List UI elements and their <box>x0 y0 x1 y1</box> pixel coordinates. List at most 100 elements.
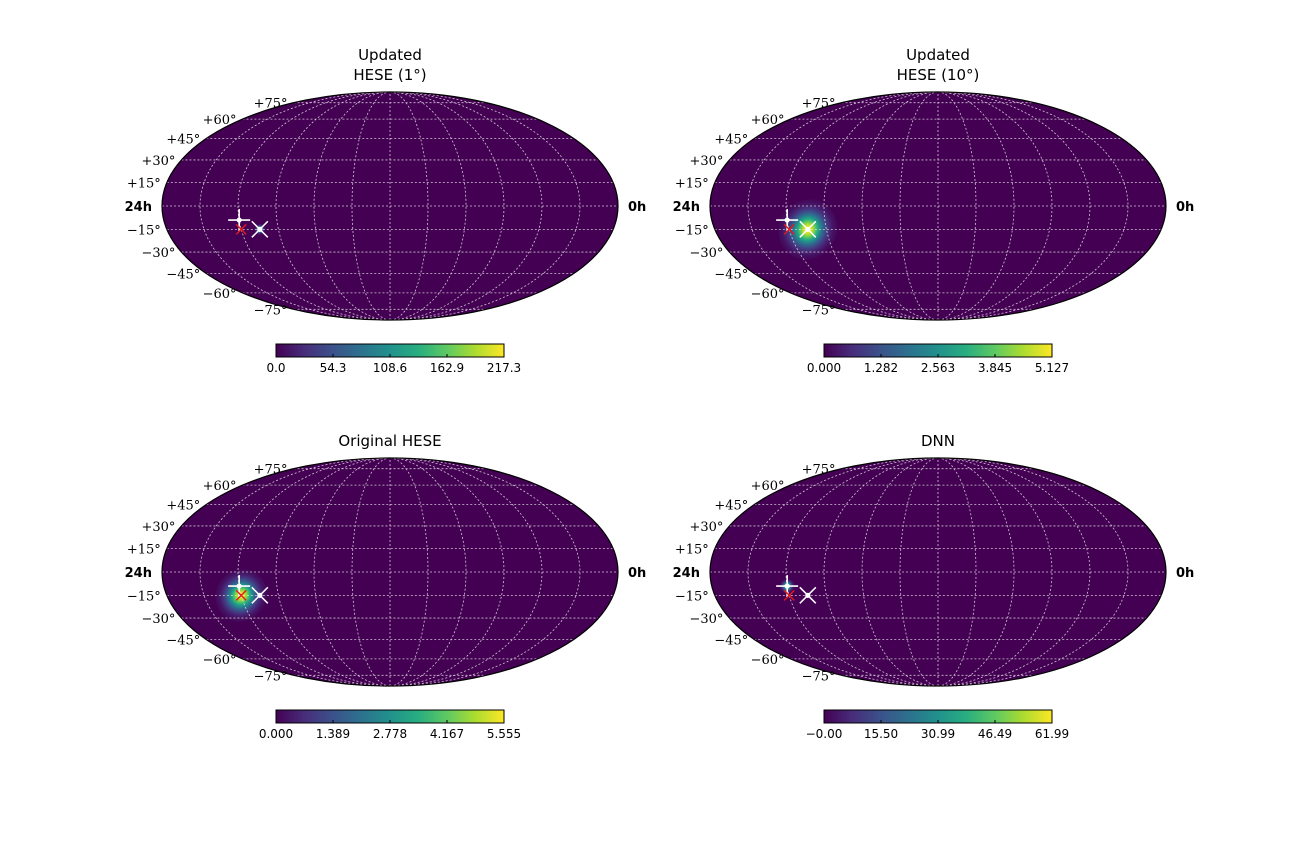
graticule <box>162 458 618 686</box>
colorbar-tick-label: 0.0 <box>266 361 285 375</box>
latitude-label: +60° <box>751 113 785 128</box>
latitude-label: −30° <box>141 246 175 261</box>
panel-title: HESE (1°) <box>353 66 426 84</box>
latitude-label: −75° <box>802 303 836 318</box>
red-x-marker <box>235 223 247 235</box>
hour-label-left: 24h <box>673 566 700 581</box>
latitude-label: +45° <box>166 499 200 514</box>
hour-label-right: 0h <box>628 566 646 581</box>
latitude-label: +30° <box>141 520 175 535</box>
latitude-label: +15° <box>675 543 709 558</box>
latitude-label: +15° <box>127 177 161 192</box>
latitude-label: +30° <box>141 154 175 169</box>
skymap-panel: DNN +75° +60°+45° +30° +15° −15° −30° −45°−60° −… <box>673 432 1195 741</box>
sky-outline <box>709 457 1167 687</box>
red-x-marker <box>783 589 795 601</box>
colorbar-tick-label: 1.389 <box>316 727 350 741</box>
meridian-line <box>389 458 581 686</box>
white-x-marker <box>251 220 269 238</box>
hour-label-right: 0h <box>628 200 646 215</box>
colorbar-tick-label: 108.6 <box>373 361 407 375</box>
latitude-label: −60° <box>751 653 785 668</box>
hour-label-right: 0h <box>1176 200 1194 215</box>
colorbar-tick-label: 30.99 <box>921 727 955 741</box>
white-x-marker <box>799 220 817 238</box>
latitude-label: −75° <box>254 669 288 684</box>
colorbar-tick-label: 15.50 <box>864 727 898 741</box>
latitude-label: −75° <box>802 669 836 684</box>
colorbar: 0.0 54.3 108.6 162.9 217.3 <box>266 343 521 375</box>
latitude-label: +30° <box>689 154 723 169</box>
sky-outline <box>161 91 619 321</box>
latitude-label: +15° <box>127 543 161 558</box>
colorbar-tick-label: 5.127 <box>1035 361 1069 375</box>
latitude-label: −45° <box>714 634 748 649</box>
graticule <box>162 92 618 320</box>
latitude-label: +75° <box>802 463 836 478</box>
white-x-marker <box>251 586 269 604</box>
colorbar-tick-label: 5.555 <box>487 727 521 741</box>
latitude-label: −15° <box>127 223 161 238</box>
skymap-panel: Original HESE +75° +60°+45° +30° +15° −15° −30… <box>125 432 647 741</box>
colorbar-tick-label: 0.000 <box>807 361 841 375</box>
panel-title: DNN <box>921 432 955 450</box>
meridian-line <box>937 458 1129 686</box>
skymap-panel: Updated HESE (1°) +75° +60°+45° +30° +15° −15°… <box>125 46 647 375</box>
latitude-label: −60° <box>203 653 237 668</box>
meridian-line <box>937 92 1129 320</box>
latitude-label: −45° <box>714 268 748 283</box>
latitude-label: +75° <box>254 97 288 112</box>
latitude-label: −15° <box>127 589 161 604</box>
colorbar-tick-label: 3.845 <box>978 361 1012 375</box>
latitude-label: +45° <box>166 133 200 148</box>
panel-title: HESE (10°) <box>897 66 980 84</box>
latitude-label: +15° <box>675 177 709 192</box>
panel-title: Updated <box>906 46 970 64</box>
latitude-label: +75° <box>254 463 288 478</box>
skymap-panel: Updated HESE (10°) +75° +60°+45° +30° +15° −15… <box>673 46 1195 375</box>
latitude-label: +45° <box>714 133 748 148</box>
panel-title: Updated <box>358 46 422 64</box>
colorbar-tick-label: 162.9 <box>430 361 464 375</box>
latitude-label: −60° <box>751 287 785 302</box>
hour-label-left: 24h <box>125 566 152 581</box>
latitude-label: +30° <box>689 520 723 535</box>
colorbar-tick-label: 4.167 <box>430 727 464 741</box>
colorbar-tick-label: 0.000 <box>259 727 293 741</box>
latitude-label: −45° <box>166 268 200 283</box>
colorbar-tick-label: 2.778 <box>373 727 407 741</box>
latitude-label: +45° <box>714 499 748 514</box>
latitude-label: −30° <box>141 612 175 627</box>
sky-outline <box>161 457 619 687</box>
graticule <box>710 92 1166 320</box>
latitude-label: −45° <box>166 634 200 649</box>
latitude-label: −30° <box>689 612 723 627</box>
hour-label-left: 24h <box>673 200 700 215</box>
latitude-label: −30° <box>689 246 723 261</box>
colorbar-tick-label: 46.49 <box>978 727 1012 741</box>
white-x-marker <box>799 586 817 604</box>
latitude-label: −15° <box>675 589 709 604</box>
meridian-line <box>389 92 581 320</box>
red-x-marker <box>783 223 795 235</box>
latitude-label: +60° <box>203 479 237 494</box>
latitude-label: −15° <box>675 223 709 238</box>
colorbar: 0.000 1.389 2.778 4.167 5.555 <box>259 709 521 741</box>
sky-outline <box>709 91 1167 321</box>
colorbar-tick-label: 54.3 <box>320 361 347 375</box>
latitude-label: −60° <box>203 287 237 302</box>
panel-title: Original HESE <box>338 432 441 450</box>
colorbar-tick-label: 2.563 <box>921 361 955 375</box>
latitude-label: +75° <box>802 97 836 112</box>
colorbar-tick-label: −0.00 <box>806 727 843 741</box>
latitude-label: +60° <box>751 479 785 494</box>
colorbar-tick-label: 61.99 <box>1035 727 1069 741</box>
colorbar: −0.00 15.50 30.99 46.49 61.99 <box>806 709 1069 741</box>
colorbar-tick-label: 217.3 <box>487 361 521 375</box>
red-x-marker <box>235 589 247 601</box>
hour-label-right: 0h <box>1176 566 1194 581</box>
latitude-label: −75° <box>254 303 288 318</box>
hour-label-left: 24h <box>125 200 152 215</box>
